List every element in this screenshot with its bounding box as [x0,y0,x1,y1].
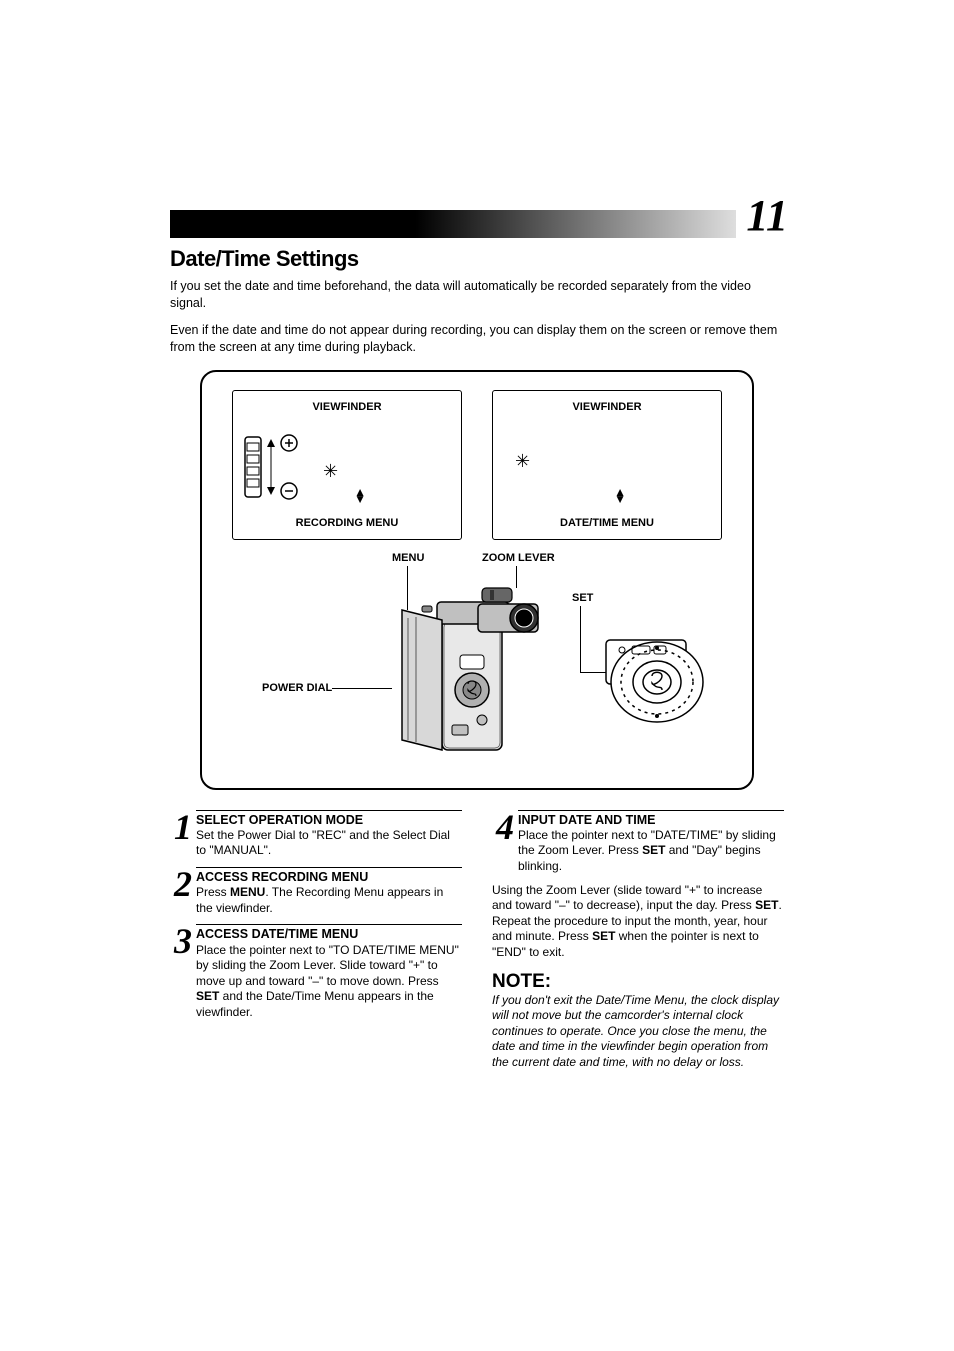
steps-column-left: 1 SELECT OPERATION MODE Set the Power Di… [170,810,462,1071]
step-4: 4 INPUT DATE AND TIME Place the pointer … [492,810,784,875]
recording-menu-label: RECORDING MENU [233,517,461,529]
menu-label: MENU [392,552,424,564]
datetime-menu-label: DATE/TIME MENU [493,517,721,529]
step-text: Set the Power Dial to "REC" and the Sele… [196,828,450,858]
intro-paragraph-2: Even if the date and time do not appear … [170,322,784,356]
step-title: ACCESS RECORDING MENU [196,869,462,885]
zoom-lever-label: ZOOM LEVER [482,552,555,564]
note-heading: NOTE: [492,971,784,993]
sun-icon: ✳ [323,461,338,482]
camera-icon [382,570,562,760]
step-text: Press [196,885,230,899]
step-1: 1 SELECT OPERATION MODE Set the Power Di… [170,810,462,859]
set-label: SET [572,592,593,604]
step-number: 3 [170,926,196,1020]
nav-arrows-icon: ▲▼ [614,489,626,503]
diagram-container: VIEWFINDER ✳ [200,370,754,790]
steps-column-right: 4 INPUT DATE AND TIME Place the pointer … [492,810,784,1071]
viewfinder-label: VIEWFINDER [233,401,461,413]
zoom-control-icon [241,429,301,510]
step-bold: MENU [230,885,265,899]
step-number: 1 [170,812,196,859]
header-bar: 11 [170,210,784,238]
step-title: SELECT OPERATION MODE [196,812,462,828]
step-2: 2 ACCESS RECORDING MENU Press MENU. The … [170,867,462,916]
step-text: Place the pointer next to "TO DATE/TIME … [196,943,459,988]
step-3: 3 ACCESS DATE/TIME MENU Place the pointe… [170,924,462,1020]
page-number: 11 [736,190,788,241]
step-bold: SET [196,989,219,1003]
step-title: ACCESS DATE/TIME MENU [196,926,462,942]
step-title: INPUT DATE AND TIME [518,812,784,828]
nav-arrows-icon: ▲▼ [354,489,366,503]
note-body: If you don't exit the Date/Time Menu, th… [492,993,784,1071]
camera-diagram: MENU ZOOM LEVER SET MANUAL POWER DIAL [202,550,752,780]
power-dial-label: POWER DIAL [262,682,332,694]
viewfinder-label: VIEWFINDER [493,401,721,413]
dial-icon [602,620,712,730]
intro-paragraph-1: If you set the date and time beforehand,… [170,278,784,312]
step-bold: SET [642,843,665,857]
viewfinder-datetime-menu: VIEWFINDER ✳ ▲▼ DATE/TIME MENU [492,390,722,540]
page-title: Date/Time Settings [170,246,784,272]
using-zoom-text: Using the Zoom Lever (slide toward "+" t… [492,883,784,961]
step-number: 2 [170,869,196,916]
step-number: 4 [492,812,518,875]
viewfinder-recording-menu: VIEWFINDER ✳ [232,390,462,540]
sun-icon: ✳ [515,451,530,472]
step-text: and the Date/Time Menu appears in the vi… [196,989,434,1019]
